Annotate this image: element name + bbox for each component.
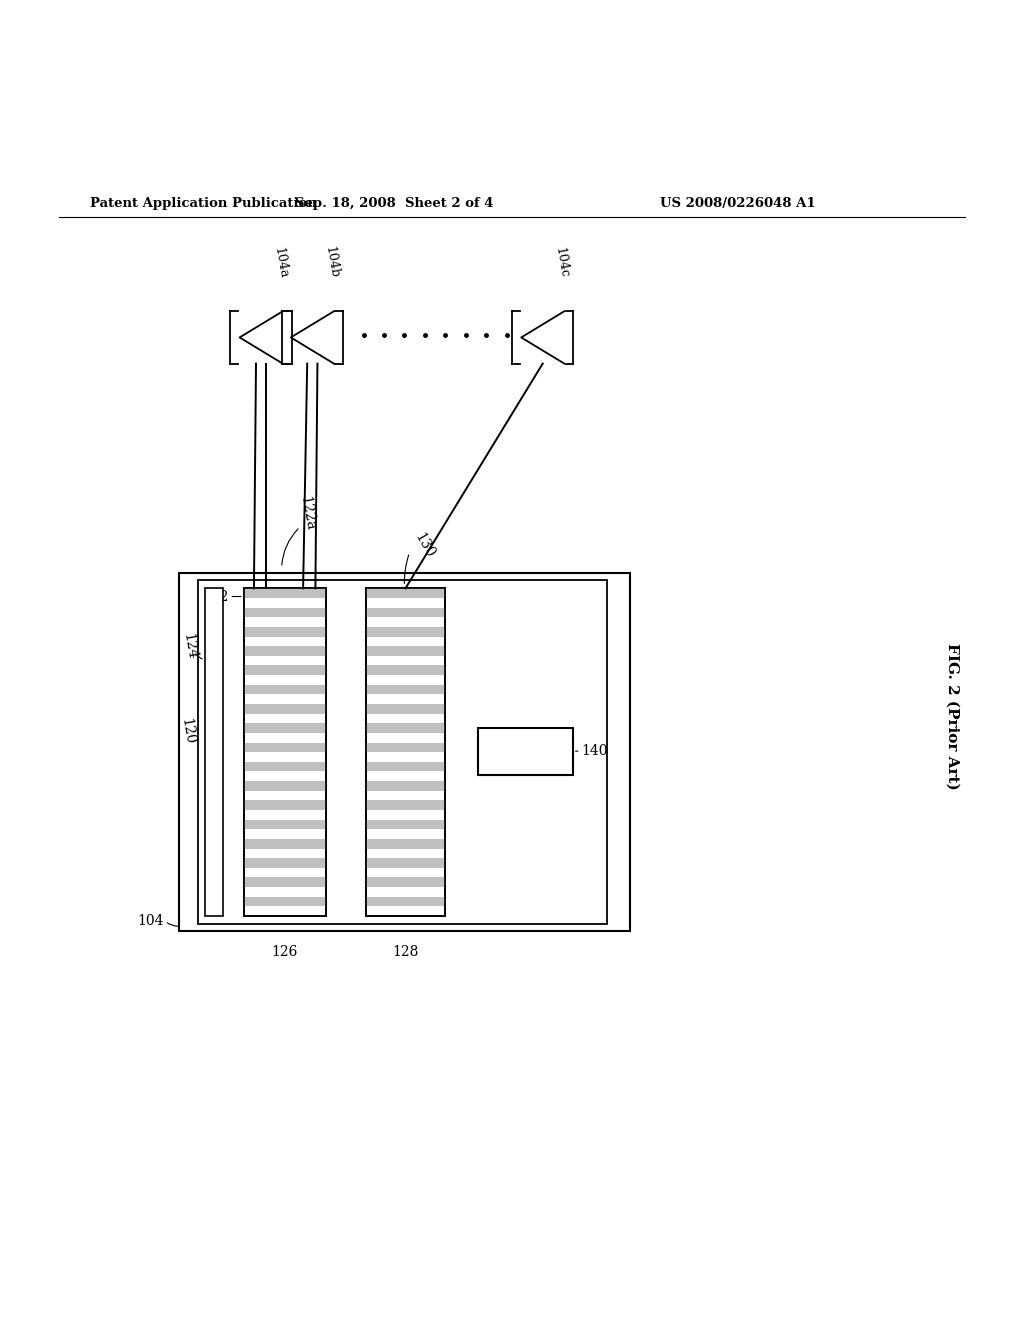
Bar [366,762,445,771]
Bar [366,840,445,849]
Text: FIG. 2 (Prior Art): FIG. 2 (Prior Art) [945,643,959,789]
Bar [366,878,445,887]
Text: 104a: 104a [271,246,290,279]
Bar [244,704,326,714]
Bar [366,627,445,636]
Bar [366,820,445,829]
Bar [366,704,445,714]
Bar [205,589,223,916]
Bar [366,607,445,618]
Bar [244,858,326,867]
Bar [244,589,326,916]
Text: 124: 124 [180,632,199,661]
Bar [244,647,326,656]
Bar [244,685,326,694]
Bar [244,665,326,675]
Bar [478,727,573,775]
Bar [198,579,607,924]
Bar [366,685,445,694]
Text: 122: 122 [202,590,228,603]
Bar [244,723,326,733]
Bar [366,723,445,733]
Bar [244,781,326,791]
Bar [244,627,326,636]
Text: Patent Application Publication: Patent Application Publication [90,197,316,210]
Bar [244,800,326,810]
Bar [366,589,445,916]
Bar [366,647,445,656]
Bar [366,589,445,916]
Text: 104c: 104c [553,247,571,279]
Text: 120: 120 [178,718,197,746]
Bar [244,840,326,849]
Bar [179,573,630,932]
Text: 130: 130 [412,531,437,560]
Bar [366,589,445,598]
Bar [244,743,326,752]
Bar [366,858,445,867]
Bar [244,589,326,598]
Bar [366,896,445,907]
Bar [244,607,326,618]
Bar [366,743,445,752]
Bar [366,781,445,791]
Text: 126: 126 [271,945,298,958]
Bar [244,589,326,916]
Text: Sep. 18, 2008  Sheet 2 of 4: Sep. 18, 2008 Sheet 2 of 4 [295,197,494,210]
Bar [366,800,445,810]
Bar [366,665,445,675]
Bar [244,896,326,907]
Bar [244,878,326,887]
Text: 104: 104 [137,915,164,928]
Text: 128: 128 [392,945,419,958]
Bar [244,762,326,771]
Text: 104b: 104b [323,246,341,279]
Text: 140: 140 [582,744,608,758]
Bar [244,820,326,829]
Text: US 2008/0226048 A1: US 2008/0226048 A1 [660,197,816,210]
Text: 122a: 122a [297,495,316,532]
